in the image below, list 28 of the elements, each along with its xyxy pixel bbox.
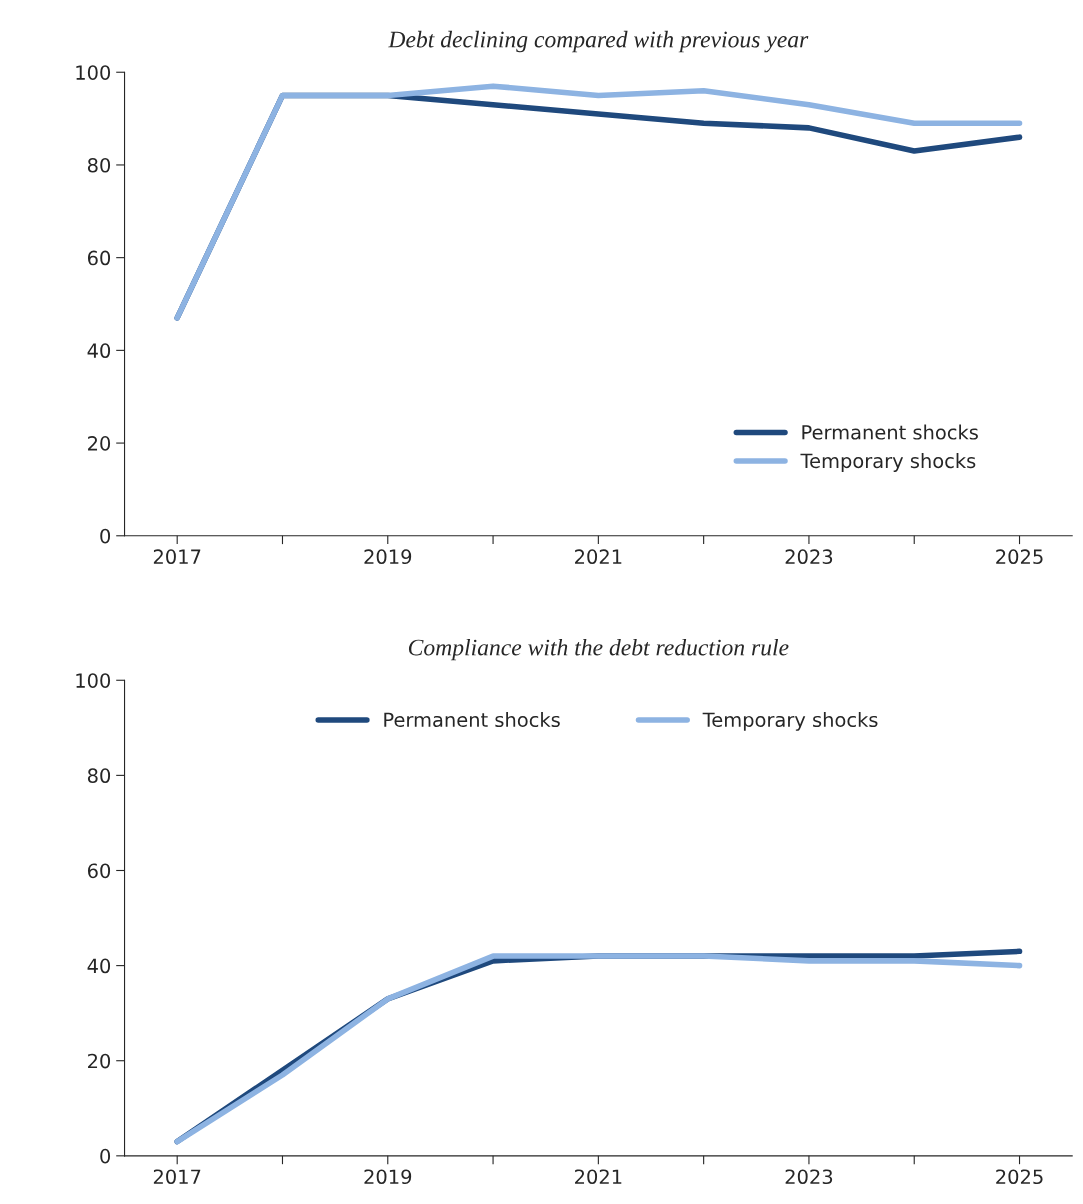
x-tick-label: 2021	[575, 1169, 622, 1185]
y-tick-label: 40	[87, 958, 111, 974]
x-tick-label: 2023	[785, 1169, 833, 1185]
legend-label: Permanent shocks	[802, 424, 978, 440]
y-tick-label: 60	[87, 863, 111, 879]
chart-title: Debt declining compared with previous year	[388, 30, 809, 53]
y-tick-label: 20	[88, 436, 111, 451]
x-tick-label: 2025	[996, 549, 1043, 565]
x-tick-label: 2017	[153, 1169, 201, 1185]
x-tick-label: 2023	[785, 549, 833, 565]
x-tick-label: 2021	[575, 549, 622, 565]
y-tick-label: 80	[87, 157, 111, 173]
x-tick-label: 2025	[996, 1169, 1043, 1185]
legend-label: Permanent shocks	[384, 712, 560, 728]
y-tick-label: 0	[100, 1148, 111, 1164]
legend-label: Temporary shocks	[800, 453, 976, 472]
x-tick-label: 2019	[364, 549, 412, 565]
chart-title: Compliance with the debt reduction rule	[408, 638, 789, 661]
y-tick-label: 0	[100, 528, 111, 544]
x-tick-label: 2017	[153, 549, 201, 565]
y-tick-label: 100	[76, 65, 111, 80]
y-tick-label: 40	[87, 343, 111, 359]
y-tick-label: 20	[88, 1053, 111, 1069]
x-tick-label: 2019	[364, 1169, 412, 1185]
y-tick-label: 60	[87, 250, 111, 266]
y-tick-label: 80	[87, 768, 111, 784]
y-tick-label: 100	[76, 673, 111, 688]
legend-label: Temporary shocks	[702, 712, 878, 731]
